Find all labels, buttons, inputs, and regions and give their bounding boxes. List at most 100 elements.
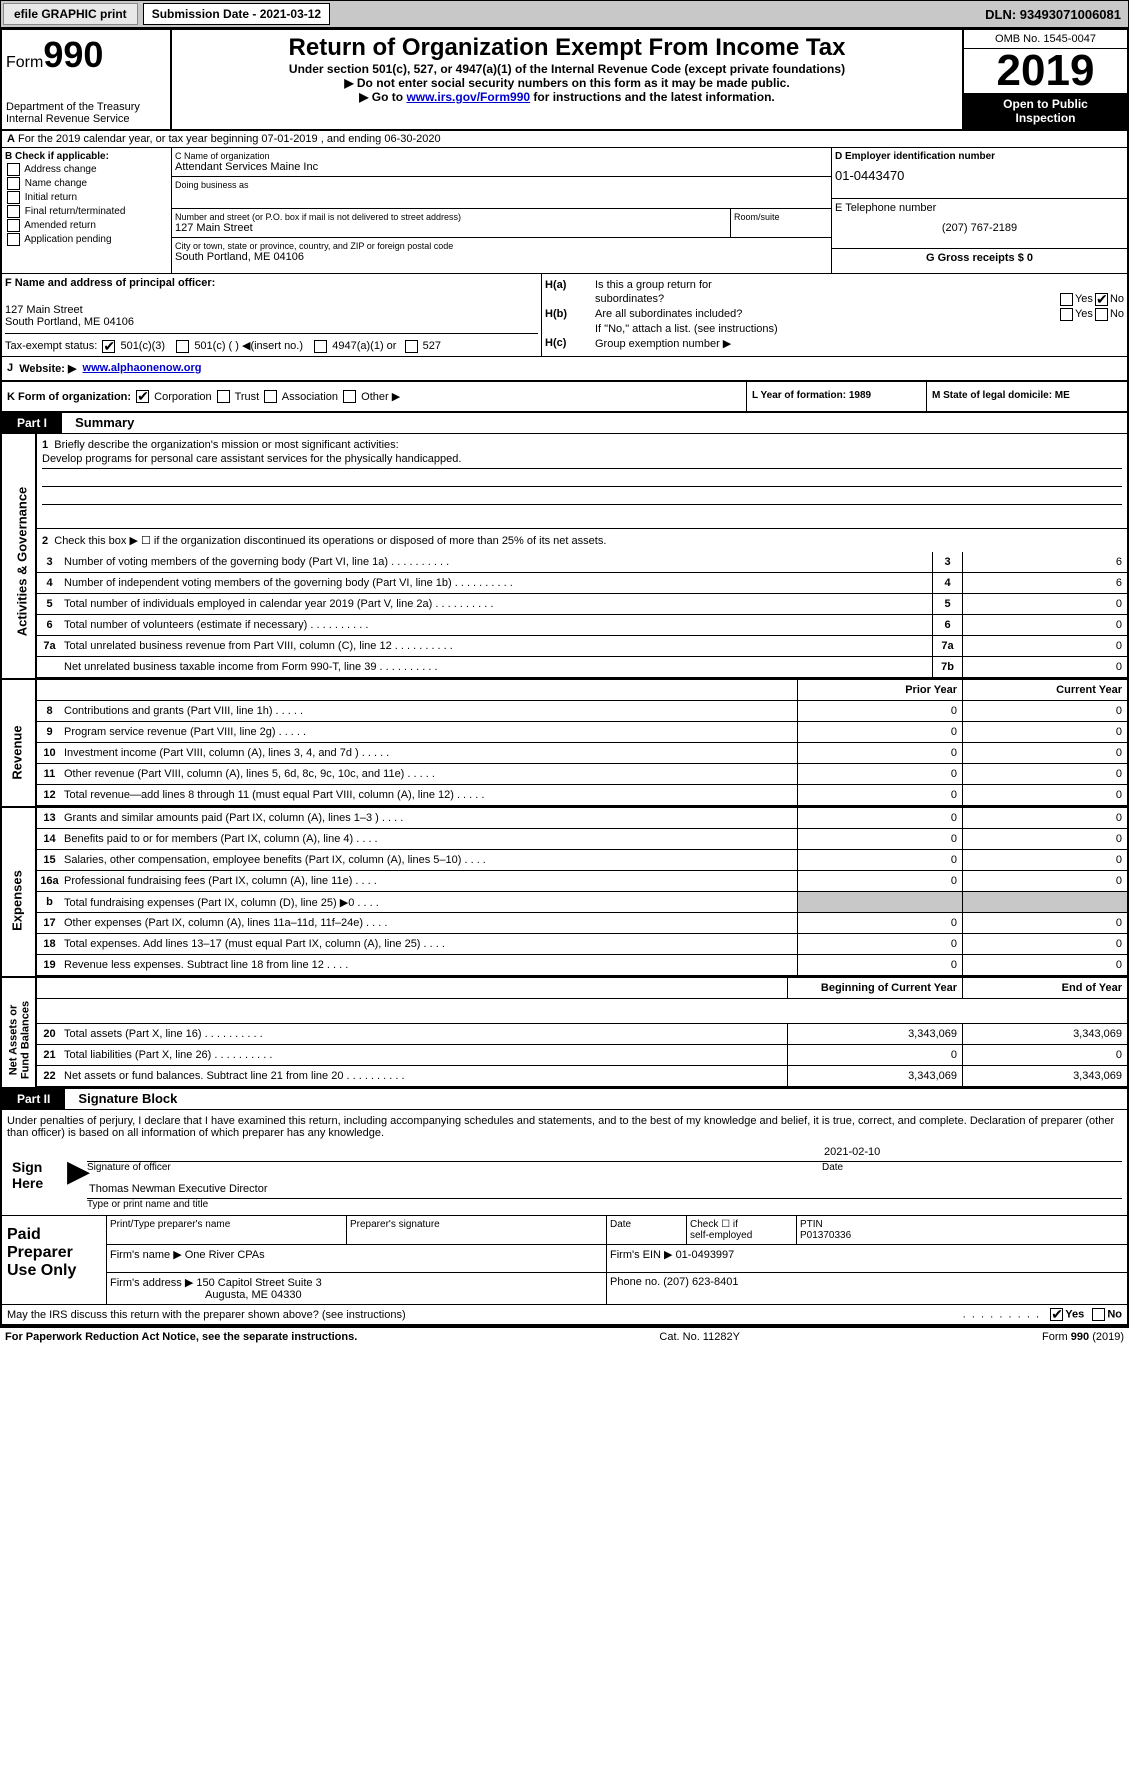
line-item: 9 Program service revenue (Part VIII, li…: [37, 722, 1127, 743]
row-j-website: J Website: ▶ www.alphaonenow.org: [2, 357, 1127, 382]
gross-receipts: G Gross receipts $ 0: [926, 252, 1033, 264]
line-item: 15 Salaries, other compensation, employe…: [37, 850, 1127, 871]
prep-sig-label: Preparer's signature: [347, 1216, 607, 1244]
line-item: b Total fundraising expenses (Part IX, c…: [37, 892, 1127, 913]
col-prior: Prior Year: [797, 680, 962, 700]
paperwork-notice: For Paperwork Reduction Act Notice, see …: [5, 1331, 357, 1343]
firm-ein: Firm's EIN ▶ 01-0493997: [607, 1245, 1127, 1272]
irs-link[interactable]: www.irs.gov/Form990: [406, 90, 530, 104]
line-item: 8 Contributions and grants (Part VIII, l…: [37, 701, 1127, 722]
line-item: 16a Professional fundraising fees (Part …: [37, 871, 1127, 892]
sig-date-value: 2021-02-10: [822, 1144, 1122, 1162]
room-label: Room/suite: [734, 212, 828, 222]
row-k: K Form of organization: Corporation Trus…: [2, 382, 747, 412]
check-501c3[interactable]: [102, 340, 115, 353]
part1-header: Part I: [2, 413, 62, 433]
org-name: Attendant Services Maine Inc: [175, 161, 828, 173]
check-4947[interactable]: [314, 340, 327, 353]
check-amended[interactable]: Amended return: [5, 219, 168, 232]
dept-treasury: Department of the Treasury Internal Reve…: [6, 101, 166, 125]
side-revenue: Revenue: [10, 688, 25, 818]
hb-no[interactable]: [1095, 308, 1108, 321]
prep-self-label: Check ☐ ifself-employed: [687, 1216, 797, 1244]
form-990: Form990 Department of the Treasury Inter…: [0, 28, 1129, 1328]
ha-text: Is this a group return for: [595, 279, 1124, 291]
check-final[interactable]: Final return/terminated: [5, 205, 168, 218]
form-label: Form990: [6, 54, 103, 71]
line-item: 4 Number of independent voting members o…: [37, 573, 1127, 594]
prep-ptin: PTINP01370336: [797, 1216, 1127, 1244]
hc-note: If "No," attach a list. (see instruction…: [595, 323, 1124, 335]
check-corp[interactable]: [136, 390, 149, 403]
line-item: 19 Revenue less expenses. Subtract line …: [37, 955, 1127, 976]
side-governance: Activities & Governance: [15, 462, 30, 662]
line-item: 12 Total revenue—add lines 8 through 11 …: [37, 785, 1127, 806]
row-a-tax-year: A For the 2019 calendar year, or tax yea…: [2, 131, 1127, 148]
officer-label: F Name and address of principal officer:: [5, 277, 538, 289]
dba-label: Doing business as: [175, 180, 828, 190]
efile-button[interactable]: efile GRAPHIC print: [3, 3, 138, 25]
section-b-checkboxes: B Check if applicable: Address change Na…: [2, 148, 172, 273]
row-l: L Year of formation: 1989: [747, 382, 927, 412]
check-501c[interactable]: [176, 340, 189, 353]
check-initial[interactable]: Initial return: [5, 191, 168, 204]
mission-text: Develop programs for personal care assis…: [42, 451, 1122, 469]
tax-status-label: Tax-exempt status:: [5, 340, 97, 352]
check-trust[interactable]: [217, 390, 230, 403]
firm-phone: Phone no. (207) 623-8401: [607, 1273, 1127, 1304]
side-expenses: Expenses: [10, 836, 25, 966]
check-pending[interactable]: Application pending: [5, 233, 168, 246]
line2: Check this box ▶ ☐ if the organization d…: [54, 535, 606, 547]
submission-date: Submission Date - 2021-03-12: [143, 3, 330, 25]
line-item: 7a Total unrelated business revenue from…: [37, 636, 1127, 657]
form-footer: Form 990 (2019): [1042, 1331, 1124, 1343]
sign-here-label: Sign Here: [7, 1144, 67, 1210]
discuss-yes[interactable]: [1050, 1308, 1063, 1321]
tel-value: (207) 767-2189: [835, 222, 1124, 234]
line-item: 11 Other revenue (Part VIII, column (A),…: [37, 764, 1127, 785]
prep-name-label: Print/Type preparer's name: [107, 1216, 347, 1244]
line-item: 17 Other expenses (Part IX, column (A), …: [37, 913, 1127, 934]
form-warning: ▶ Do not enter social security numbers o…: [176, 76, 958, 90]
tax-year: 2019: [964, 49, 1127, 93]
row-m: M State of legal domicile: ME: [927, 382, 1127, 412]
discuss-text: May the IRS discuss this return with the…: [7, 1309, 406, 1321]
officer-addr1: 127 Main Street: [5, 304, 538, 316]
part1-title: Summary: [65, 415, 134, 430]
check-name[interactable]: Name change: [5, 177, 168, 190]
ein-label: D Employer identification number: [832, 148, 1127, 165]
paid-preparer-label: Paid Preparer Use Only: [2, 1216, 107, 1304]
tel-label: E Telephone number: [835, 202, 1124, 214]
sig-date-label: Date: [822, 1162, 1122, 1173]
addr-value: 127 Main Street: [175, 222, 727, 234]
addr-label: Number and street (or P.O. box if mail i…: [175, 212, 727, 222]
col-begin: Beginning of Current Year: [787, 978, 962, 998]
cat-no: Cat. No. 11282Y: [357, 1331, 1042, 1343]
line-item: Net unrelated business taxable income fr…: [37, 657, 1127, 678]
col-current: Current Year: [962, 680, 1127, 700]
side-net-assets: Net Assets orFund Balances: [8, 968, 32, 1113]
ha-yes[interactable]: [1060, 293, 1073, 306]
line-item: 5 Total number of individuals employed i…: [37, 594, 1127, 615]
discuss-no[interactable]: [1092, 1308, 1105, 1321]
check-other[interactable]: [343, 390, 356, 403]
officer-addr2: South Portland, ME 04106: [5, 316, 538, 328]
firm-addr: Firm's address ▶ 150 Capitol Street Suit…: [107, 1273, 607, 1304]
line-item: 14 Benefits paid to or for members (Part…: [37, 829, 1127, 850]
ha-no[interactable]: [1095, 293, 1108, 306]
form-subtitle: Under section 501(c), 527, or 4947(a)(1)…: [176, 62, 958, 76]
website-link[interactable]: www.alphaonenow.org: [83, 362, 202, 375]
city-value: South Portland, ME 04106: [175, 251, 828, 263]
line-item: 22 Net assets or fund balances. Subtract…: [37, 1066, 1127, 1087]
perjury-text: Under penalties of perjury, I declare th…: [7, 1115, 1122, 1139]
line-item: 10 Investment income (Part VIII, column …: [37, 743, 1127, 764]
hc-text: Group exemption number ▶: [595, 337, 731, 350]
col-end: End of Year: [962, 978, 1127, 998]
hb-text: Are all subordinates included?: [595, 308, 1058, 321]
check-527[interactable]: [405, 340, 418, 353]
hb-yes[interactable]: [1060, 308, 1073, 321]
check-address[interactable]: Address change: [5, 163, 168, 176]
check-assoc[interactable]: [264, 390, 277, 403]
ein-value: 01-0443470: [832, 165, 1127, 198]
line-item: 3 Number of voting members of the govern…: [37, 552, 1127, 573]
